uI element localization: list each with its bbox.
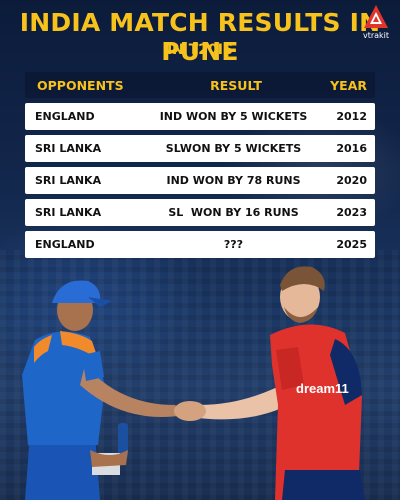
table-header: OPPONENTS RESULT YEAR	[25, 72, 375, 98]
cell-year: 2020	[336, 174, 367, 187]
page-subtitle: IN T20IS	[166, 42, 234, 58]
table-row: SRI LANKA SL WON BY 16 RUNS 2023	[25, 199, 375, 226]
table-row: ENGLAND ??? 2025	[25, 231, 375, 258]
results-table: OPPONENTS RESULT YEAR ENGLAND IND WON BY…	[25, 72, 375, 258]
cell-year: 2025	[336, 238, 367, 251]
vtrakit-logo-icon	[364, 5, 388, 28]
cell-opponent: SRI LANKA	[35, 174, 102, 187]
cell-year: 2016	[336, 142, 367, 155]
cell-opponent: ENGLAND	[35, 238, 95, 251]
cell-result: IND WON BY 5 WICKETS	[159, 110, 308, 123]
cell-result: SLWON BY 5 WICKETS	[165, 142, 302, 155]
cell-opponent: SRI LANKA	[35, 206, 102, 219]
cell-year: 2023	[336, 206, 367, 219]
column-header-result: RESULT	[210, 77, 262, 93]
cell-opponent: ENGLAND	[35, 110, 95, 123]
brand-logo: vtrakit	[358, 4, 394, 40]
cell-year: 2012	[336, 110, 367, 123]
table-row: ENGLAND IND WON BY 5 WICKETS 2012	[25, 103, 375, 130]
cell-result: IND WON BY 78 RUNS	[166, 174, 301, 187]
england-player: dream11	[190, 266, 365, 500]
india-player	[22, 280, 185, 500]
jersey-sponsor-text: dream11	[296, 381, 349, 396]
brand-name: vtrakit	[362, 31, 390, 40]
table-row: SRI LANKA IND WON BY 78 RUNS 2020	[25, 167, 375, 194]
cell-result: ???	[223, 238, 244, 251]
players-handshake-illustration: dream11	[22, 266, 365, 500]
cell-result: SL WON BY 16 RUNS	[168, 206, 299, 219]
column-header-year: YEAR	[330, 77, 367, 93]
cell-opponent: SRI LANKA	[35, 142, 102, 155]
page-title: INDIA MATCH RESULTS IN PUNE	[19, 8, 381, 66]
column-header-opponents: OPPONENTS	[37, 77, 124, 93]
table-row: SRI LANKA SLWON BY 5 WICKETS 2016	[25, 135, 375, 162]
handshake-hands	[174, 401, 206, 421]
